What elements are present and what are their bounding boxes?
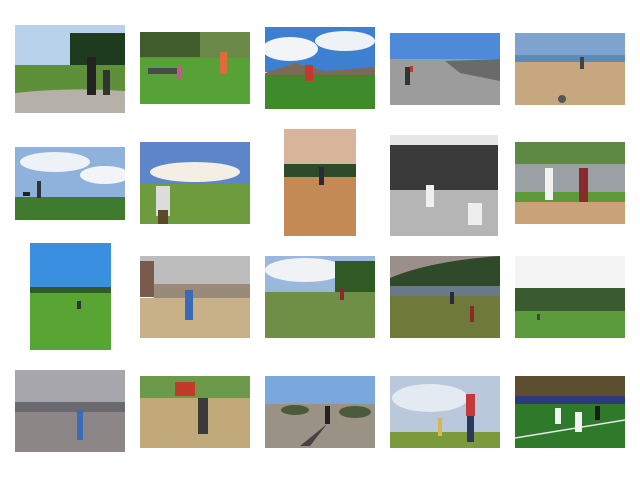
thumbnail-beach-figures[interactable] [390,33,500,105]
thumbnail-hill-dog[interactable] [15,147,125,220]
thumbnail-baseball-fence[interactable] [515,142,625,224]
thumbnail-field-clouds[interactable] [265,27,375,109]
thumbnail-image [265,376,375,448]
thumbnail-dirt-field[interactable] [284,129,356,236]
thumbnail-image [15,25,125,113]
thumbnail-image [515,33,625,105]
thumbnail-bw-baseball[interactable] [390,135,498,236]
thumbnail-dunes[interactable] [265,376,375,448]
thumbnail-image [515,376,625,448]
thumbnail-image [390,376,500,448]
thumbnail-image [140,142,250,224]
thumbnail-image [390,135,498,236]
thumbnail-image [30,243,111,350]
thumbnail-image [390,33,500,105]
thumbnail-man-kite[interactable] [390,376,500,448]
thumbnail-field-cloudy[interactable] [265,256,375,338]
thumbnail-sand-hill[interactable] [140,376,250,448]
thumbnail-beach-building[interactable] [140,256,250,338]
thumbnail-image [515,142,625,224]
thumbnail-image [265,256,375,338]
thumbnail-image [15,147,125,220]
thumbnail-image [265,27,375,109]
thumbnail-image [15,370,125,452]
thumbnail-image [140,256,250,338]
thumbnail-hazy-beach[interactable] [15,370,125,452]
thumbnail-image [140,32,250,104]
thumbnail-image [390,256,500,338]
thumbnail-beach-sea[interactable] [515,33,625,105]
thumbnail-field-person[interactable] [140,142,250,224]
thumbnail-grass-sky[interactable] [30,243,111,350]
thumbnail-trees-field[interactable] [515,256,625,338]
thumbnail-lake-hills[interactable] [390,256,500,338]
thumbnail-image [284,129,356,236]
thumbnail-image [140,376,250,448]
thumbnail-park-kids[interactable] [140,32,250,104]
thumbnail-park-people[interactable] [15,25,125,113]
thumbnail-image [515,256,625,338]
thumbnail-stadium[interactable] [515,376,625,448]
